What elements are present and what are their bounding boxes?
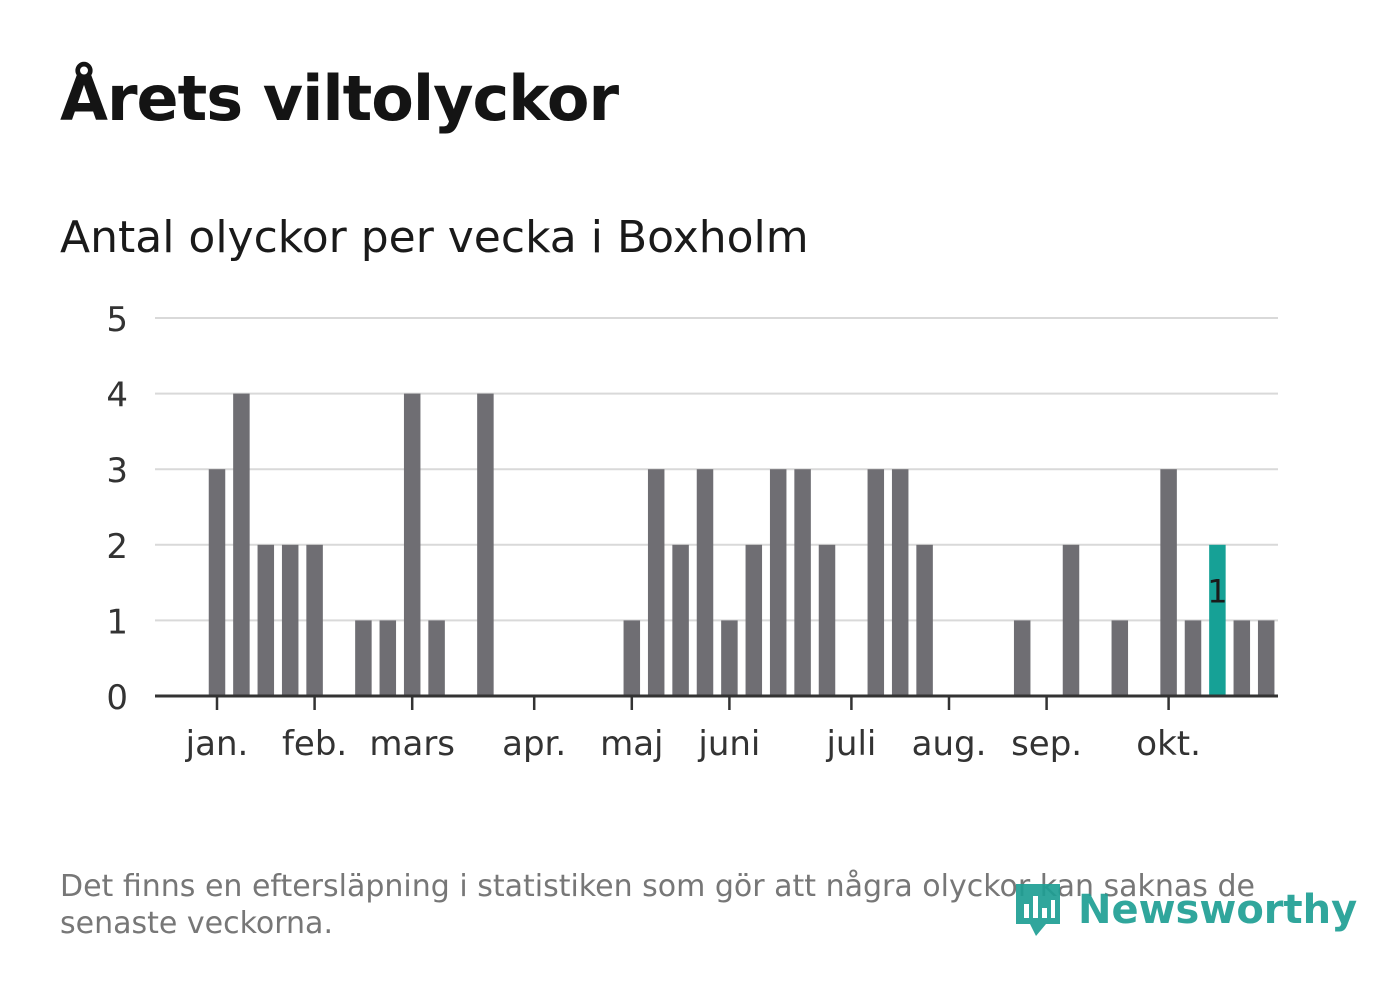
bar [306,544,323,696]
bar [1160,469,1177,696]
x-tick-label: feb. [282,724,347,764]
y-tick-label: 0 [106,678,128,718]
bar [916,544,933,696]
y-axis-ticks: 0 1 2 3 4 5 [106,300,128,718]
x-tick-label: sep. [1011,724,1082,764]
bar [233,393,250,696]
bar [721,620,738,696]
x-tick-label: juli [825,724,876,764]
y-tick-label: 3 [106,451,128,491]
bar [1013,620,1031,696]
gridlines [155,317,1278,622]
chart-title: Årets viltolyckor [60,62,619,135]
x-tick-label: okt. [1136,724,1201,764]
logo-text: Newsworthy [1078,887,1358,933]
chart-subtitle: Antal olyckor per vecka i Boxholm [60,212,809,263]
data-label: 1 [1207,572,1227,610]
bar [818,544,836,696]
y-tick-label: 5 [106,300,128,340]
bar [355,620,372,696]
bar [403,393,421,696]
newsworthy-logo: Newsworthy [1012,880,1357,940]
x-tick-label: mars [369,724,455,764]
bar [281,544,299,696]
bar [696,469,714,696]
bar [1184,620,1202,696]
x-tick-label: maj [600,724,663,764]
bars [208,393,1275,696]
y-tick-label: 1 [106,602,128,642]
annotations: 1 [1207,572,1227,610]
bar [208,469,226,696]
y-tick-label: 2 [106,527,128,567]
x-tick-label: apr. [502,724,566,764]
x-tick-label: juni [697,724,760,764]
newsworthy-logo-icon [1016,884,1060,936]
bar [1062,544,1080,696]
bar [769,469,787,696]
bar [891,469,909,696]
bar [672,544,689,696]
bar-chart: 0 1 2 3 4 5 jan. feb. mars apr. maj juni juli aug. se… [106,300,1278,764]
x-tick-label: aug. [912,724,987,764]
bar [428,620,445,696]
bar [647,469,665,696]
bar [1257,620,1275,696]
x-tick-label: jan. [185,724,249,764]
bar-highlight [1209,544,1226,696]
x-axis-month-labels: jan. feb. mars apr. maj juni juli aug. sep. okt. [185,696,1201,764]
bar [379,620,397,696]
bar [257,544,275,696]
bar [477,393,494,696]
y-tick-label: 4 [106,376,128,416]
bar [867,469,885,696]
bar [1111,620,1129,696]
bar [794,469,811,696]
bar [1233,620,1251,696]
bar [745,544,763,696]
bar [623,620,641,696]
